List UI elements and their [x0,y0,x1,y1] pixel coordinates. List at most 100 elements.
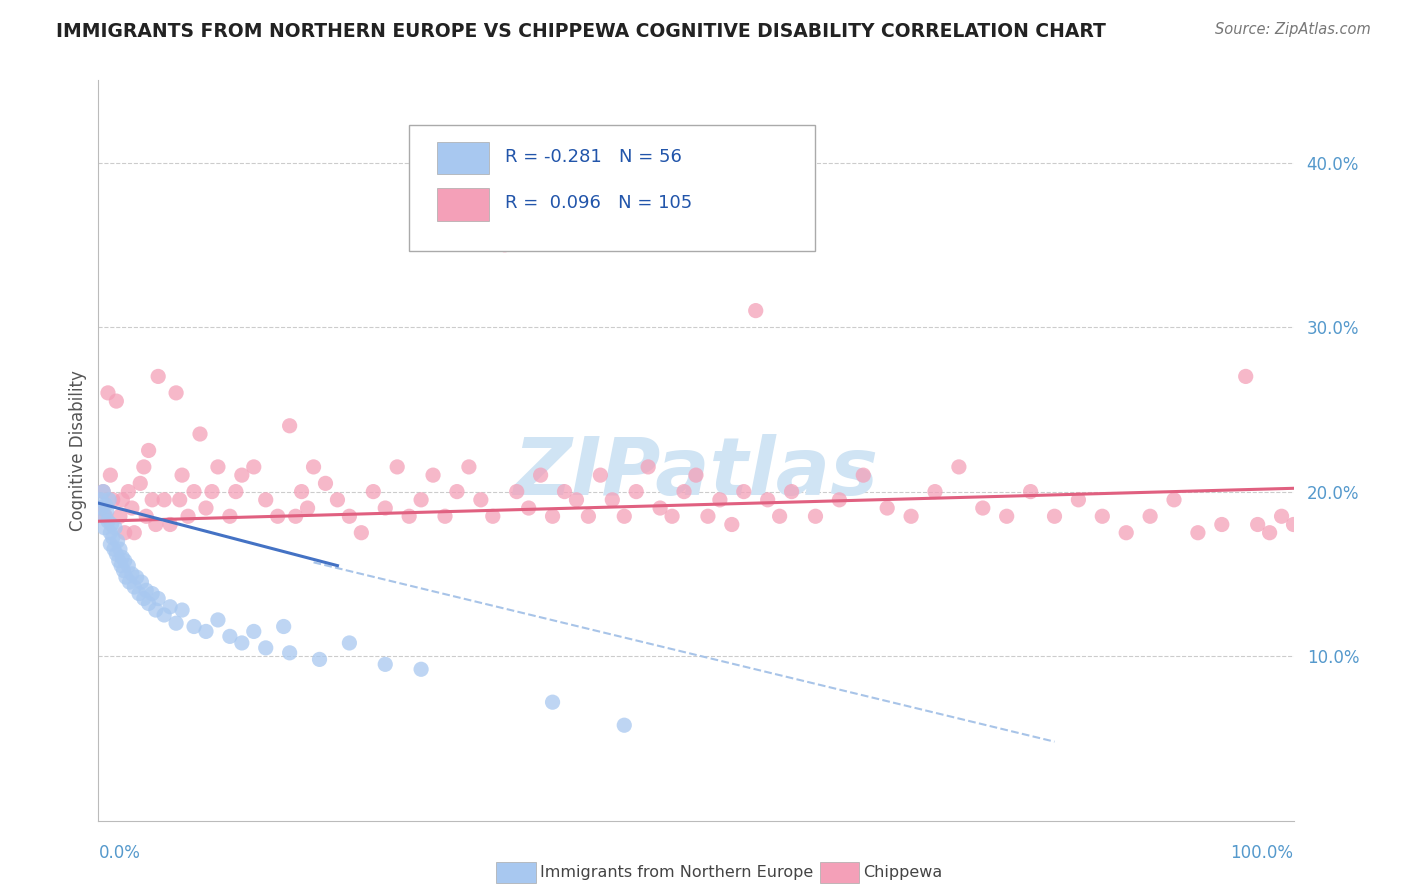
Point [506,484,529,499]
Point [267,509,290,524]
Point [995,509,1018,524]
Point [107,554,129,568]
Point [153,492,176,507]
Point [165,385,187,400]
Point [709,492,731,507]
Point [422,468,444,483]
Point [780,484,803,499]
Point [530,468,553,483]
Point [231,468,253,483]
Point [446,484,468,499]
Point [112,564,135,578]
Point [1271,509,1294,524]
Point [93,509,115,524]
Text: Immigrants from Northern Europe: Immigrants from Northern Europe [540,865,813,880]
Point [350,525,373,540]
Point [138,597,160,611]
Point [363,484,385,499]
Point [494,237,516,252]
Point [398,509,420,524]
Point [565,492,588,507]
Point [107,533,129,548]
Point [94,498,117,512]
Text: IMMIGRANTS FROM NORTHERN EUROPE VS CHIPPEWA COGNITIVE DISABILITY CORRELATION CHA: IMMIGRANTS FROM NORTHERN EUROPE VS CHIPP… [56,22,1107,41]
Point [135,509,157,524]
Point [188,427,211,442]
Point [685,468,707,483]
Point [159,599,181,614]
Point [110,558,132,573]
Point [132,591,155,606]
Text: 0.0%: 0.0% [98,844,141,862]
Point [90,501,112,516]
Point [148,369,170,384]
Point [177,509,200,524]
Point [128,586,150,600]
Text: Source: ZipAtlas.com: Source: ZipAtlas.com [1215,22,1371,37]
Point [1091,509,1114,524]
Point [1234,369,1257,384]
Point [697,509,720,524]
Point [948,459,970,474]
Point [1282,517,1305,532]
Point [94,509,117,524]
Point [159,517,181,532]
Point [434,509,457,524]
Point [172,468,194,483]
Text: ZIPatlas: ZIPatlas [513,434,879,512]
Point [1258,525,1281,540]
Point [1067,492,1090,507]
Point [219,629,242,643]
Point [768,509,790,524]
FancyBboxPatch shape [437,188,489,221]
Point [165,616,187,631]
Point [207,613,229,627]
Point [141,586,163,600]
Point [114,525,136,540]
Point [254,492,277,507]
Point [91,501,114,516]
Point [315,476,337,491]
Point [101,531,124,545]
Point [105,547,128,561]
Point [297,501,319,516]
Point [111,550,134,565]
Point [374,501,396,516]
Point [374,657,396,672]
Point [105,394,128,409]
Point [114,554,136,568]
Point [145,517,167,532]
Point [132,459,155,474]
Point [93,521,115,535]
Point [339,636,361,650]
Point [97,385,120,400]
Point [117,558,139,573]
Point [91,484,114,499]
Point [613,509,636,524]
Point [1043,509,1066,524]
Point [243,459,266,474]
Point [117,484,139,499]
Point [385,459,409,474]
Point [673,484,696,499]
Point [924,484,946,499]
Point [721,517,744,532]
Point [458,459,481,474]
Point [470,492,492,507]
Point [100,517,122,532]
Point [124,525,146,540]
Point [183,619,205,633]
Point [135,583,157,598]
Text: 100.0%: 100.0% [1230,844,1294,862]
Point [291,484,314,499]
Point [972,501,994,516]
Point [745,303,768,318]
Point [1115,525,1137,540]
Point [1019,484,1042,499]
Point [852,468,875,483]
FancyBboxPatch shape [409,125,815,251]
Point [96,504,118,518]
Point [138,443,160,458]
Point [169,492,191,507]
Point [1211,517,1233,532]
